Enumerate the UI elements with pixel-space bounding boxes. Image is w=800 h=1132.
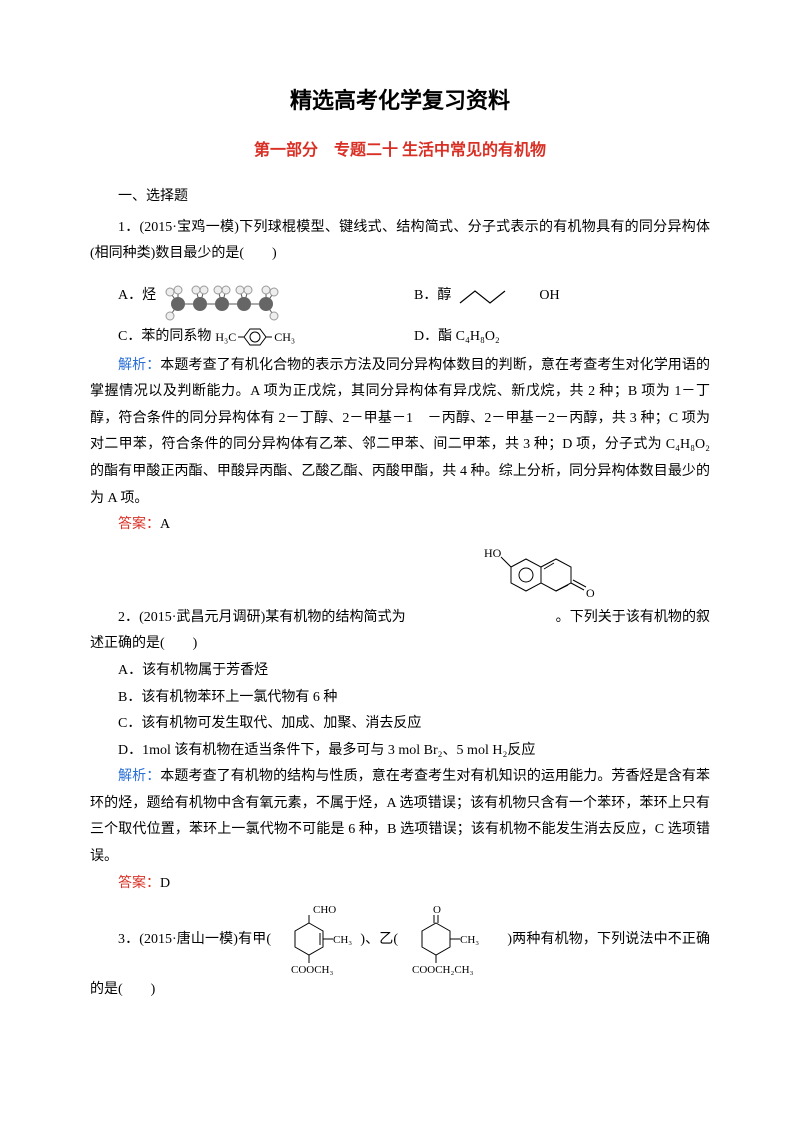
page-sub-title: 第一部分 专题二十 生活中常见的有机物 — [90, 136, 710, 166]
svg-text:O: O — [586, 586, 595, 600]
benzene-structure-icon: H₃C CH₃ — [215, 325, 295, 349]
section-heading-1: 一、选择题 — [90, 184, 710, 211]
line-structure-icon — [455, 283, 535, 309]
q2-answer-value: D — [160, 876, 170, 891]
analysis-label: 解析： — [118, 358, 160, 373]
q2-stem: 2．(2015·武昌元月调研)某有机物的结构简式为。下列关于该有机物的叙述正确的… — [90, 605, 710, 658]
ball-stick-model-icon — [160, 270, 300, 322]
q1-optA: A．烃 — [118, 270, 414, 322]
q2-optC: C．该有机物可发生取代、加成、加聚、消去反应 — [90, 711, 710, 738]
q3-stem-mid: )、乙( — [360, 932, 398, 947]
q1-optB-tail: OH — [539, 283, 559, 310]
q2-answer: 答案：D — [90, 871, 710, 898]
naphthalene-structure-icon: HO O — [476, 545, 626, 605]
q2-optB: B．该有机物苯环上一氯代物有 6 种 — [90, 685, 710, 712]
q1-answer-value: A — [160, 517, 170, 532]
compound-yi-icon: O CH₃ COOCH₂CH₃ — [406, 903, 500, 977]
q2-structure-inline: HO O — [90, 545, 710, 605]
q1-optD-label: D．酯 C₄H₈O₂ — [414, 324, 500, 351]
q2-optA: A．该有机物属于芳香烃 — [90, 658, 710, 685]
q1-options-row1: A．烃 — [90, 270, 710, 322]
q3-stem1: 3．(2015·唐山一模)有甲( — [118, 932, 271, 947]
q1-analysis: 解析：本题考查了有机化合物的表示方法及同分异构体数目的判断，意在考查考生对化学用… — [90, 353, 710, 513]
q1-answer: 答案：A — [90, 512, 710, 539]
svg-text:CH₃: CH₃ — [333, 934, 352, 946]
q1-stem: 1．(2015·宝鸡一模)下列球棍模型、键线式、结构简式、分子式表示的有机物具有… — [90, 215, 710, 268]
svg-text:HO: HO — [484, 546, 502, 560]
answer-label-2: 答案： — [118, 876, 160, 891]
svg-text:CHO: CHO — [313, 904, 336, 916]
q1-optC: C．苯的同系物 H₃C CH₃ — [118, 324, 414, 351]
q1-optC-right: CH₃ — [274, 326, 295, 349]
q1-analysis-text: 本题考查了有机化合物的表示方法及同分异构体数目的判断，意在考查考生对化学用语的掌… — [90, 358, 710, 506]
analysis-label-2: 解析： — [118, 769, 160, 784]
q1-optD: D．酯 C₄H₈O₂ — [414, 324, 710, 351]
q1-optB-label: B．醇 — [414, 283, 451, 310]
svg-text:O: O — [433, 904, 441, 916]
svg-text:CH₃: CH₃ — [460, 934, 479, 946]
q1-optA-label: A．烃 — [118, 283, 156, 310]
q2-stem1: 2．(2015·武昌元月调研)某有机物的结构简式为 — [118, 610, 406, 625]
q2-optD: D．1mol 该有机物在适当条件下，最多可与 3 mol Br₂、5 mol H… — [90, 738, 710, 765]
q1-optC-left: H₃C — [215, 326, 236, 349]
q3-stem: 3．(2015·唐山一模)有甲( CHO CH₃ COOCH₃ )、乙( O C… — [90, 903, 710, 1004]
q2-analysis: 解析：本题考查了有机物的结构与性质，意在考查考生对有机知识的运用能力。芳香烃是含… — [90, 764, 710, 870]
q1-options-row2: C．苯的同系物 H₃C CH₃ D．酯 C₄H₈O₂ — [90, 324, 710, 351]
svg-text:COOCH₂CH₃: COOCH₂CH₃ — [412, 964, 474, 976]
q1-optB: B．醇 OH — [414, 283, 710, 310]
svg-text:COOCH₃: COOCH₃ — [291, 964, 334, 976]
q1-optC-label: C．苯的同系物 — [118, 324, 211, 351]
answer-label: 答案： — [118, 517, 160, 532]
page-main-title: 精选高考化学复习资料 — [90, 80, 710, 122]
compound-jia-icon: CHO CH₃ COOCH₃ — [279, 903, 353, 977]
q2-analysis-text: 本题考查了有机物的结构与性质，意在考查考生对有机知识的运用能力。芳香烃是含有苯环… — [90, 769, 710, 864]
